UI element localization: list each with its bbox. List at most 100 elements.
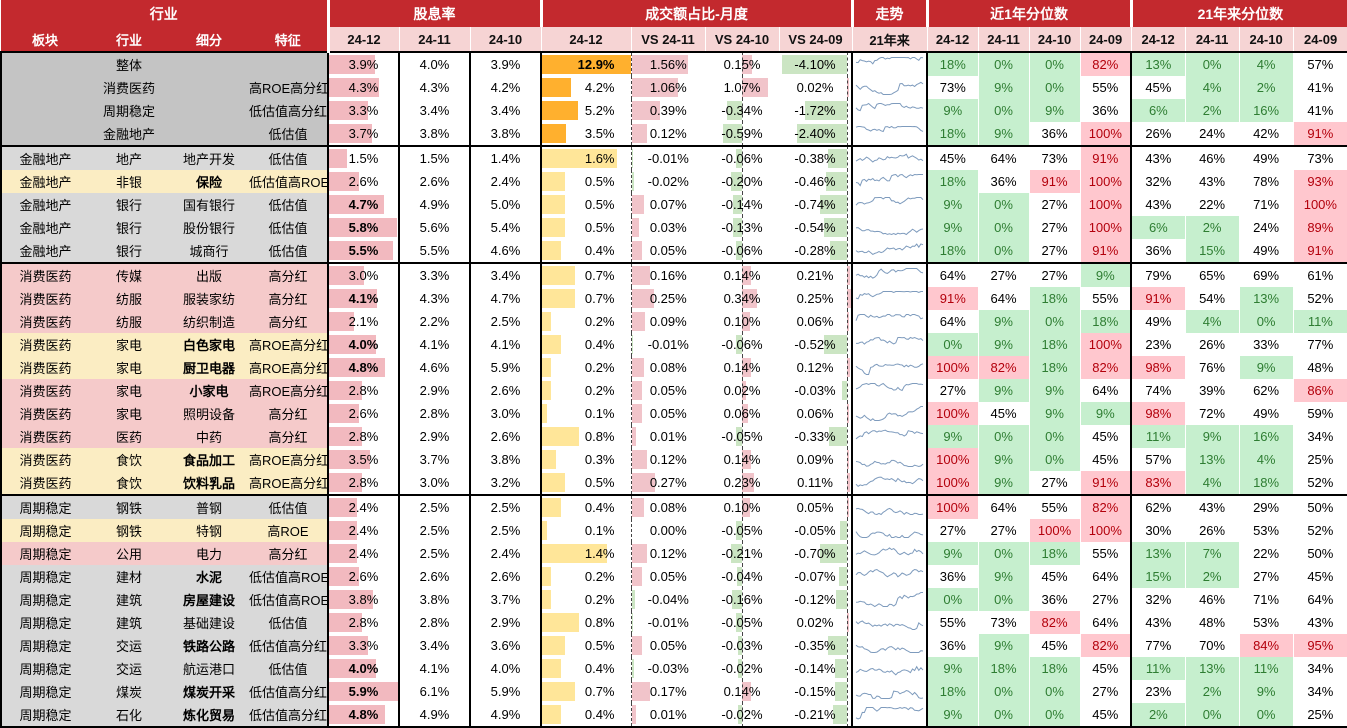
sector-cell: 消费医药 — [0, 287, 89, 310]
turnover-share-cell: 0.7% — [540, 287, 631, 310]
data-bar — [742, 55, 752, 74]
table-row: 金融地产 低估值 3.7% 3.8% 3.8% 3.5% 0.12% -0.59% -2.40%… — [0, 122, 1347, 147]
percentile-1y-cell: 55% — [1092, 291, 1119, 306]
data-bar — [543, 149, 617, 168]
col-subheader: 行业 — [89, 27, 169, 52]
cell-value: 2.2% — [419, 314, 450, 329]
cell-value: -0.01% — [647, 337, 689, 352]
cell-value: 4.9% — [419, 707, 450, 722]
trend-sparkline — [855, 620, 924, 630]
dividend-yield-cell: 5.4% — [470, 216, 541, 239]
table-row: 周期稳定 交运 航运港口 低估值 4.0% 4.1% 4.0% 0.4% -0.03% -0.02… — [0, 657, 1347, 680]
sector-cell: 周期稳定 — [0, 680, 89, 703]
sector-cell: 消费医药 — [0, 402, 89, 425]
cell-value: 4.3% — [419, 291, 450, 306]
percentile-21y-cell: 50% — [1293, 495, 1347, 519]
percentile-21y-cell: 30% — [1130, 519, 1186, 542]
percentile-1y-cell: 27% — [1092, 684, 1119, 699]
trend-cell — [851, 634, 928, 657]
trend-cell — [851, 588, 928, 611]
dividend-yield-cell: 2.4% — [470, 170, 541, 193]
percentile-1y-cell: 9% — [926, 425, 979, 448]
percentile-1y-cell: 0% — [926, 588, 979, 611]
cell-value: 4.2% — [584, 80, 615, 95]
percentile-1y-cell: 64% — [978, 146, 1030, 170]
dividend-yield-cell: 3.8% — [399, 588, 471, 611]
segment-cell: 纺织制造 — [169, 310, 249, 333]
trend-cell — [851, 239, 928, 264]
col-subheader: 24-12 — [541, 27, 632, 52]
turnover-vs-cell: -0.06% — [705, 333, 779, 356]
turnover-share-cell: 0.7% — [540, 680, 631, 703]
percentile-1y-cell: 9% — [1029, 379, 1081, 402]
trend-cell — [851, 51, 928, 76]
data-bar — [330, 381, 362, 400]
percentile-21y-cell: 2% — [1185, 680, 1240, 703]
cell-value: 0.14% — [723, 360, 761, 375]
turnover-vs-cell: -0.04% — [630, 588, 705, 611]
trend-sparkline — [855, 665, 924, 676]
percentile-21y-cell: 26% — [1185, 519, 1240, 542]
cell-value: 2.5% — [490, 314, 521, 329]
turnover-vs-cell: 0.05% — [779, 495, 852, 519]
turnover-vs-cell: -0.35% — [779, 634, 852, 657]
dividend-yield-cell: 2.6% — [470, 379, 541, 402]
percentile-1y-cell: 100% — [926, 356, 979, 379]
industry-cell: 建材 — [89, 565, 169, 588]
data-bar — [330, 78, 380, 97]
cell-value: 2.6% — [348, 406, 379, 421]
trend-sparkline — [855, 314, 924, 321]
data-bar — [632, 544, 648, 563]
percentile-1y-cell: 45% — [978, 402, 1030, 425]
cell-value: 0.4% — [584, 337, 615, 352]
dividend-yield-cell: 3.4% — [399, 99, 471, 122]
percentile-21y-cell: 71% — [1239, 193, 1294, 216]
cell-value: -0.06% — [721, 243, 763, 258]
data-bar — [847, 78, 849, 97]
turnover-vs-cell: -0.28% — [779, 239, 853, 264]
dividend-yield-cell: 3.3% — [327, 99, 400, 122]
cell-value: 5.0% — [490, 197, 521, 212]
table-row: 金融地产 地产 地产开发 低估值 1.5% 1.5% 1.4% 1.6% -0.01% -0.06… — [0, 146, 1347, 170]
data-bar — [330, 659, 376, 678]
feature-cell: 高分红 — [249, 425, 328, 448]
col-subheader: 24-10 — [470, 27, 542, 52]
industry-cell: 建筑 — [89, 611, 169, 634]
data-bar — [330, 498, 358, 517]
turnover-share-cell: 0.8% — [540, 611, 631, 634]
percentile-1y-cell: 100% — [926, 448, 979, 471]
segment-cell: 基础建设 — [169, 611, 249, 634]
trend-sparkline — [855, 706, 924, 720]
dividend-yield-cell: 3.9% — [470, 51, 541, 76]
turnover-vs-cell: 0.39% — [630, 99, 705, 122]
cell-value: 2.6% — [419, 174, 450, 189]
data-bar — [632, 613, 634, 632]
turnover-share-cell: 0.2% — [540, 356, 631, 379]
data-bar — [632, 195, 644, 214]
trend-cell — [851, 193, 928, 216]
turnover-vs-cell: -0.05% — [705, 425, 779, 448]
trend-cell — [851, 703, 928, 728]
percentile-1y-cell: 18% — [1080, 310, 1132, 333]
feature-cell: 高分红 — [249, 310, 328, 333]
percentile-1y-cell: 82% — [1029, 611, 1081, 634]
cell-value: 0.25% — [649, 291, 687, 306]
turnover-vs-cell: 0.23% — [705, 471, 779, 496]
percentile-1y-cell: 9% — [1080, 263, 1132, 287]
industry-cell: 煤炭 — [89, 680, 169, 703]
percentile-1y-cell: 9% — [1029, 402, 1081, 425]
data-bar — [330, 521, 358, 540]
percentile-21y-cell: 34% — [1293, 680, 1347, 703]
cell-value: 2.6% — [348, 569, 379, 584]
percentile-21y-cell: 49% — [1239, 239, 1294, 264]
turnover-vs-cell: -0.06% — [705, 146, 779, 170]
cell-value: -0.15% — [794, 684, 836, 699]
trend-cell — [851, 611, 928, 634]
percentile-21y-cell: 91% — [1130, 287, 1186, 310]
sector-cell: 周期稳定 — [0, 588, 89, 611]
percentile-1y-cell: 18% — [926, 680, 979, 703]
percentile-21y-cell: 74% — [1130, 379, 1186, 402]
data-bar — [632, 101, 660, 120]
segment-cell: 房屋建设 — [169, 588, 249, 611]
turnover-vs-cell: 0.14% — [705, 263, 779, 287]
